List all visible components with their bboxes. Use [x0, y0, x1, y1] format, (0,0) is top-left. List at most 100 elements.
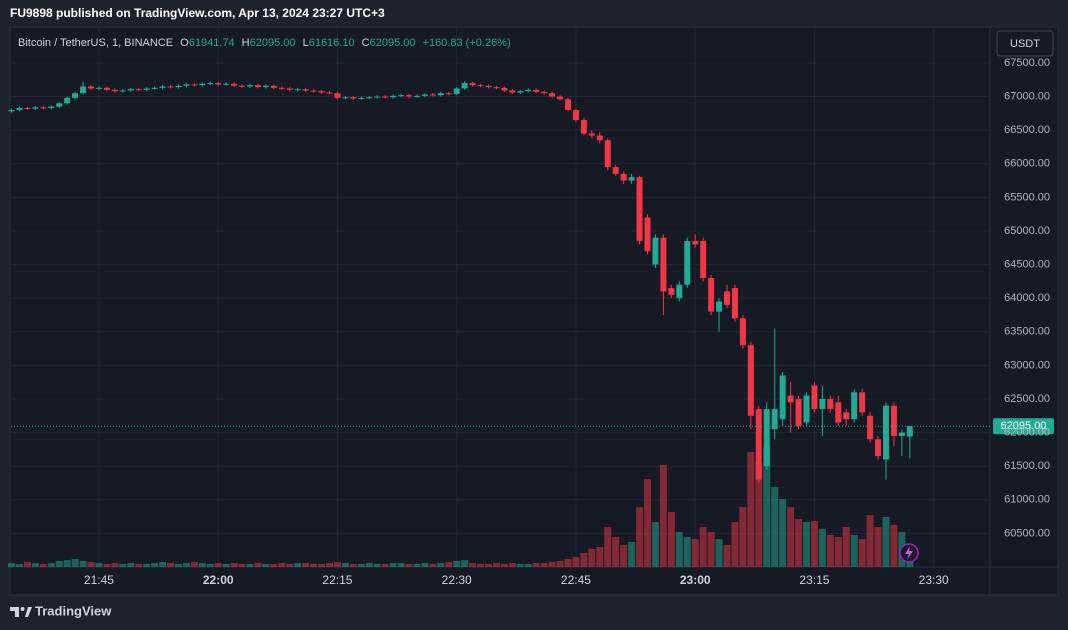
- ohlc-key: H: [242, 37, 250, 49]
- y-tick-label: 66500.00: [1004, 124, 1050, 136]
- volume-bar: [532, 563, 540, 567]
- volume-bar: [182, 563, 190, 567]
- volume-bar: [31, 563, 39, 567]
- candle-body: [183, 84, 190, 86]
- candle-body: [660, 237, 667, 292]
- volume-bar: [63, 560, 71, 567]
- volume-bar: [866, 515, 874, 567]
- volume-bar: [143, 564, 151, 567]
- candle-body: [421, 94, 428, 96]
- volume-bar: [667, 512, 675, 567]
- candle-body: [819, 398, 826, 410]
- candle-body: [406, 95, 412, 97]
- candle-body: [254, 85, 261, 88]
- volume-bar: [397, 563, 405, 567]
- volume-bar: [206, 564, 214, 567]
- x-tick-label: 22:00: [203, 573, 234, 587]
- volume-bar: [262, 564, 270, 567]
- candle-body: [16, 107, 23, 110]
- candle-body: [596, 135, 603, 141]
- y-tick-label: 66000.00: [1004, 158, 1050, 170]
- candle-body: [159, 86, 166, 88]
- volume-bar: [413, 564, 421, 567]
- y-tick-label: 60500.00: [1004, 527, 1050, 539]
- volume-bar: [500, 564, 508, 567]
- candle-body: [135, 89, 142, 91]
- candle-body: [795, 398, 802, 426]
- volume-bar: [874, 527, 882, 567]
- candle-body: [239, 85, 246, 87]
- volume-bar: [596, 547, 604, 567]
- candle-body: [48, 106, 55, 108]
- volume-bar: [699, 527, 707, 567]
- candle-body: [684, 241, 691, 285]
- candle-body: [883, 405, 889, 460]
- candle-body: [326, 92, 333, 94]
- candle-body: [827, 398, 834, 410]
- y-tick-label: 63500.00: [1004, 326, 1050, 338]
- candle-body: [358, 97, 365, 99]
- candle-body: [8, 109, 15, 112]
- candle-body: [906, 426, 913, 437]
- candle-body: [779, 375, 786, 420]
- candle-body: [501, 87, 508, 91]
- volume-bar: [151, 563, 159, 567]
- candle-body: [191, 84, 198, 86]
- volume-bar: [127, 563, 135, 567]
- publish-header: FU9898 published on TradingView.com, Apr…: [10, 6, 385, 20]
- candle-body: [628, 177, 635, 181]
- volume-bar: [477, 564, 485, 567]
- volume-bar: [890, 525, 898, 567]
- volume-bar: [405, 564, 413, 567]
- volume-bar: [246, 564, 254, 567]
- candle-body: [80, 86, 87, 94]
- volume-bar: [310, 564, 318, 567]
- ohlc-key: O: [180, 37, 189, 49]
- candle-body: [604, 140, 611, 168]
- currency-label[interactable]: USDT: [1010, 38, 1040, 50]
- chart-frame: [9, 26, 1059, 596]
- candle-body: [270, 85, 277, 88]
- volume-bar: [302, 563, 310, 567]
- volume-bar: [826, 535, 834, 567]
- candle-body: [278, 87, 285, 89]
- price-tag-group: 62095.00: [993, 418, 1054, 435]
- candle-body: [390, 95, 397, 98]
- candle-body: [215, 83, 222, 85]
- volume-bar: [270, 564, 278, 567]
- volume-bar: [421, 563, 429, 567]
- volume-bar: [818, 529, 826, 567]
- volume-bar: [810, 521, 818, 567]
- volume-bar: [254, 563, 262, 567]
- volume-bar: [389, 563, 397, 567]
- candle-body: [318, 91, 325, 93]
- currency-button[interactable]: [996, 30, 1054, 57]
- volume-bar: [294, 563, 302, 567]
- volume-bar: [516, 564, 524, 567]
- volume-bar: [23, 562, 31, 567]
- candle-body: [787, 395, 794, 403]
- candle-body: [724, 291, 730, 305]
- volume-bar: [485, 564, 492, 567]
- candle-body: [835, 402, 842, 423]
- volume-bar: [580, 553, 588, 567]
- candle-body: [557, 96, 564, 100]
- volume-bar: [763, 447, 771, 567]
- volume-bar: [675, 532, 683, 567]
- volume-bar: [95, 563, 103, 567]
- candle-body: [469, 83, 476, 86]
- volume-bar: [159, 562, 167, 567]
- volume-bar: [755, 462, 763, 567]
- volume-bar: [167, 563, 174, 567]
- volume-bar: [326, 563, 333, 567]
- candle-body: [199, 83, 206, 86]
- y-tick-label: 61000.00: [1004, 494, 1050, 506]
- candle-body: [580, 120, 587, 134]
- candle-body: [898, 432, 905, 436]
- candle-body: [890, 405, 897, 436]
- volume-bar: [779, 499, 787, 567]
- candle-body: [127, 89, 134, 91]
- price-tag-label: 62095.00: [1001, 420, 1047, 432]
- candle-body: [668, 288, 675, 295]
- candle-body: [231, 83, 238, 86]
